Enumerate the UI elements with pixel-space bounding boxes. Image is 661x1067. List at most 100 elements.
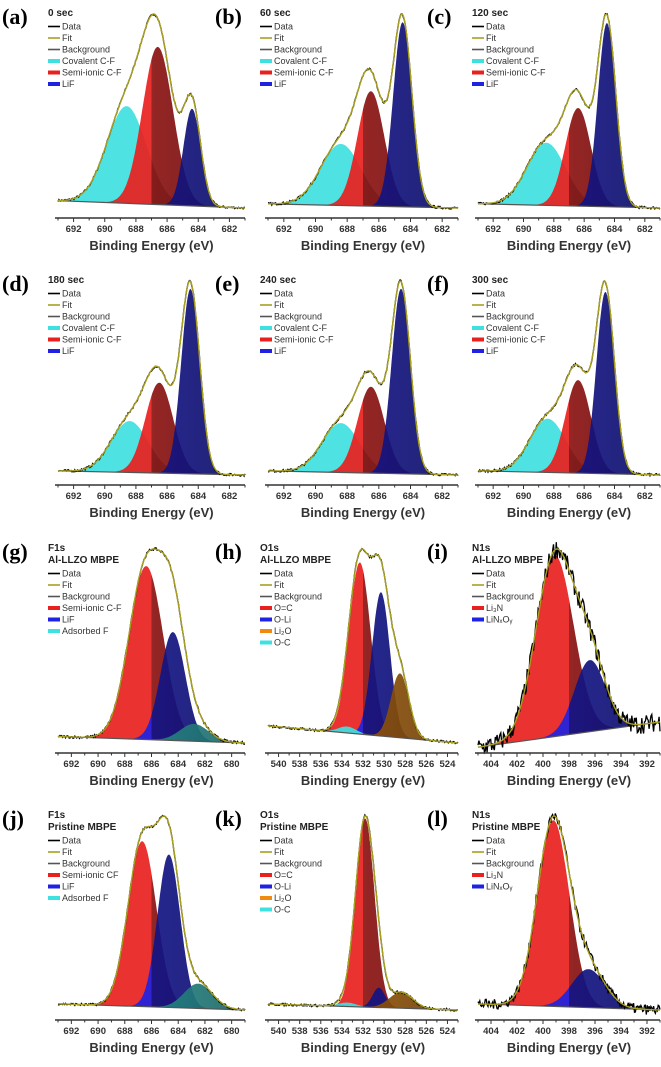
background-line — [477, 470, 661, 476]
panel-b: 692 690 688 686 684 682 Binding Energy (eV) (b)… — [215, 4, 459, 253]
panel-i: 404 402 400 398 396 394 392 Binding Energy (eV)… — [427, 539, 661, 788]
x-tick-label: 398 — [561, 1026, 577, 1037]
legend-entry: Data — [486, 22, 505, 32]
x-tick-label: 690 — [516, 224, 532, 235]
legend-title: 180 sec — [48, 275, 85, 286]
panel-label: (f) — [427, 271, 449, 296]
x-axis-label: Binding Energy (eV) — [507, 505, 631, 520]
legend-entry: Li₃N — [486, 603, 503, 613]
panel-label: (l) — [427, 806, 448, 831]
x-tick-label: 684 — [607, 491, 624, 502]
peak-semi-ionic-c-f — [268, 91, 458, 208]
x-tick-label: 684 — [170, 1026, 187, 1037]
peak-li-n — [478, 555, 660, 748]
x-tick-label: 526 — [418, 759, 434, 770]
x-axis-label: Binding Energy (eV) — [301, 238, 425, 253]
x-tick-label: 540 — [271, 759, 287, 770]
panel-a: 692 690 688 686 684 682 Binding Energy (eV) (a)… — [2, 4, 246, 253]
x-tick-label: 684 — [190, 224, 207, 235]
legend-subtitle: Pristine MBPE — [472, 822, 541, 833]
legend-entry: LiNₓOᵧ — [486, 615, 512, 625]
legend-entry: Background — [486, 592, 534, 602]
legend-entry: Semi-ionic C-F — [62, 68, 122, 78]
legend-entry: Adsorbed F — [62, 893, 109, 903]
x-tick-label: 692 — [63, 1026, 79, 1037]
legend-entry: Fit — [274, 300, 284, 310]
legend-subtitle: Al-LLZO MBPE — [48, 555, 119, 566]
legend-entry: Fit — [274, 33, 284, 43]
panel-g: 692 690 688 686 684 682 680 Binding Energy (eV)… — [2, 539, 246, 788]
legend-entry: Data — [62, 836, 81, 846]
legend-entry: Fit — [274, 580, 284, 590]
x-tick-label: 690 — [90, 1026, 106, 1037]
x-tick-label: 534 — [334, 1026, 351, 1037]
x-tick-label: 680 — [224, 759, 240, 770]
legend-title: O1s — [260, 543, 279, 554]
legend-entry: Semi-ionic C-F — [274, 68, 334, 78]
x-tick-label: 528 — [397, 1026, 413, 1037]
legend-entry: LiF — [486, 79, 499, 89]
x-tick-label: 396 — [587, 1026, 603, 1037]
legend-entry: Li₂O — [274, 626, 292, 636]
panel-k: 540 538 536 534 532 530 528 526 524 Binding Energ… — [215, 806, 459, 1055]
panel-d: 692 690 688 686 684 682 Binding Energy (eV) (d)… — [2, 271, 246, 520]
legend-title: F1s — [48, 543, 66, 554]
legend-entry: Semi-ionic C-F — [486, 68, 546, 78]
x-tick-label: 532 — [355, 1026, 371, 1037]
legend-entry: Fit — [486, 300, 496, 310]
legend-entry: Semi-ionic C-F — [486, 335, 546, 345]
x-tick-label: 402 — [509, 759, 525, 770]
legend-entry: O=C — [274, 870, 293, 880]
x-tick-label: 538 — [292, 1026, 308, 1037]
x-tick-label: 524 — [440, 1026, 457, 1037]
legend-title: 120 sec — [472, 8, 509, 19]
legend-entry: Background — [274, 312, 322, 322]
fit-line — [477, 280, 660, 476]
x-tick-label: 690 — [308, 491, 324, 502]
x-tick-label: 690 — [308, 224, 324, 235]
legend-entry: Data — [62, 22, 81, 32]
legend-entry: LiF — [486, 346, 499, 356]
peak-semi-ionic-c-f — [268, 386, 458, 475]
legend-entry: Data — [62, 569, 81, 579]
x-tick-label: 682 — [221, 491, 237, 502]
legend-entry: LiF — [62, 346, 75, 356]
x-tick-label: 690 — [97, 224, 113, 235]
peak-semi-ionic-c-f — [478, 380, 660, 475]
peak-lif — [478, 23, 660, 208]
legend-entry: O-C — [274, 905, 291, 915]
peak-li-o — [268, 992, 458, 1010]
panel-label: (k) — [215, 806, 242, 831]
panel-h: 540 538 536 534 532 530 528 526 524 Binding Energ… — [215, 539, 459, 788]
x-tick-label: 688 — [546, 491, 562, 502]
legend-entry: Data — [62, 289, 81, 299]
x-tick-label: 682 — [197, 1026, 213, 1037]
fit-line — [267, 548, 459, 744]
peak-lif — [58, 108, 245, 208]
legend-entry: Data — [486, 569, 505, 579]
x-tick-label: 686 — [159, 491, 175, 502]
legend-entry: Semi-ionic C-F — [274, 335, 334, 345]
legend-entry: LiF — [274, 79, 287, 89]
x-tick-label: 396 — [587, 759, 603, 770]
x-axis-label: Binding Energy (eV) — [301, 1040, 425, 1055]
peak-semi-ionic-c-f — [478, 108, 660, 208]
fit-line — [268, 280, 458, 476]
background-line — [57, 470, 246, 476]
x-tick-label: 690 — [97, 491, 113, 502]
x-tick-label: 692 — [276, 224, 292, 235]
x-axis-label: Binding Energy (eV) — [301, 773, 425, 788]
legend-entry: Fit — [62, 300, 72, 310]
x-tick-label: 692 — [63, 759, 79, 770]
x-tick-label: 536 — [313, 759, 329, 770]
fit-line — [58, 280, 245, 476]
legend-entry: Background — [486, 859, 534, 869]
x-tick-label: 690 — [516, 491, 532, 502]
legend-entry: Covalent C-F — [274, 56, 328, 66]
x-tick-label: 394 — [613, 759, 630, 770]
legend-entry: O-Li — [274, 882, 291, 892]
legend-entry: Fit — [486, 580, 496, 590]
x-tick-label: 684 — [607, 224, 624, 235]
panel-label: (a) — [2, 4, 28, 29]
